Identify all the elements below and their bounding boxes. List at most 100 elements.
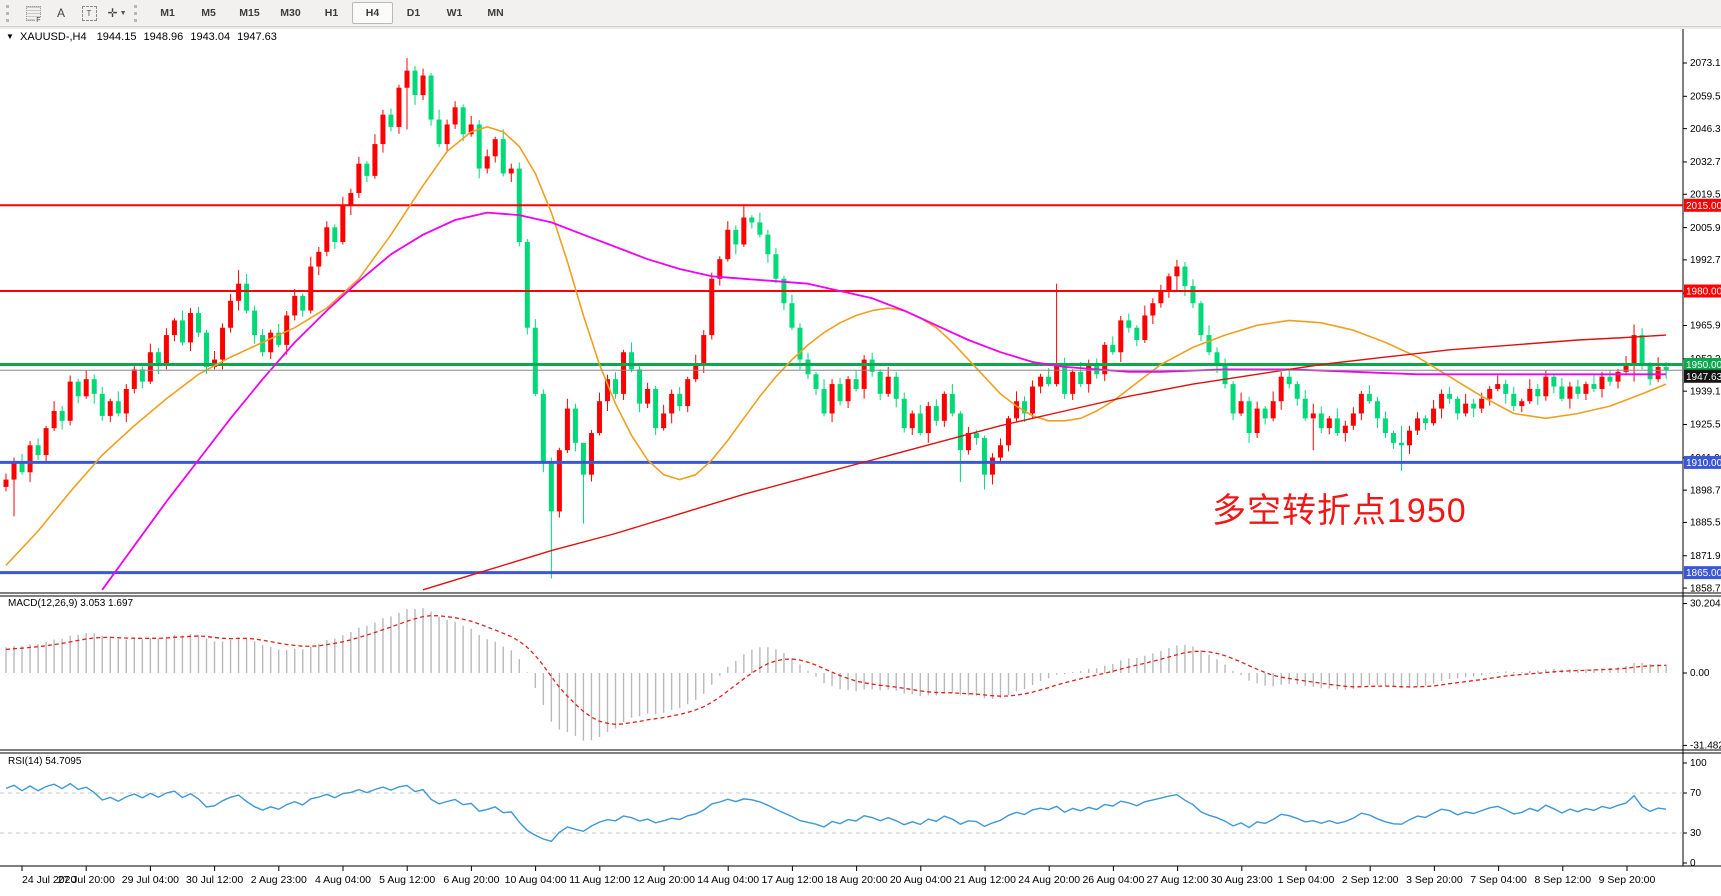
textbox-t-icon[interactable]: T	[75, 2, 103, 24]
chart-text-annotation: 多空转折点1950	[1212, 492, 1467, 530]
symbol-timeframe: XAUUSD-,H4	[19, 31, 87, 43]
price-axis[interactable]: 2073.10 2059.50 2046.30 2032.70 2019.50 2005.…	[1683, 58, 1721, 594]
grid-f-icon[interactable]: F	[19, 2, 47, 24]
timeframe-button-mn[interactable]: MN	[487, 7, 504, 19]
macd-axis[interactable]: 30.204 0.00 -31.482	[1683, 599, 1721, 752]
price-badge: 1947.63	[1686, 372, 1721, 383]
crosshair-glyph: ✛	[107, 6, 118, 20]
grid-f-icon-glyph: F	[25, 5, 41, 24]
price-badge: 1865.00	[1686, 568, 1721, 579]
time-axis-label: 10 Aug 04:00	[505, 874, 567, 886]
timeframe-button-m30[interactable]: M30	[280, 7, 301, 19]
crosshair-icon[interactable]: ✛ ▼	[103, 2, 131, 24]
price-badge: 1980.00	[1686, 287, 1721, 298]
price-tick-label: 2059.50	[1690, 92, 1721, 103]
macd-axis-label: 0.00	[1690, 668, 1710, 679]
symbol-header: ▼ XAUUSD-,H4 1944.15 1948.96 1943.04 194…	[6, 31, 277, 43]
macd-values: 3.053 1.697	[80, 598, 134, 609]
price-tick-label: 1898.70	[1690, 485, 1721, 496]
price-badge: 1910.00	[1686, 458, 1721, 469]
rsi-panel	[0, 782, 1683, 843]
macd-histogram	[5, 608, 1667, 741]
top-toolbar: F A T ✛ ▼ M1 M5 M15 M30 H1 H4 D1 W1 MN	[0, 0, 1721, 27]
time-axis-label: 18 Aug 20:00	[826, 874, 888, 886]
macd-axis-label: -31.482	[1690, 741, 1721, 752]
time-axis-label: 5 Aug 12:00	[379, 874, 435, 886]
time-axis-label: 27 Aug 12:00	[1147, 874, 1209, 886]
price-tick-label: 1885.50	[1690, 518, 1721, 529]
ohlc-close: 1947.63	[237, 31, 277, 43]
time-axis-label: 24 Jul 2020	[22, 874, 76, 886]
time-axis-label: 21 Aug 12:00	[954, 874, 1016, 886]
time-axis-label: 11 Aug 12:00	[569, 874, 630, 886]
caret-down-icon[interactable]: ▼	[119, 9, 127, 17]
price-badge: 1950.00	[1686, 360, 1721, 371]
toolbar-grip-2[interactable]	[134, 4, 141, 22]
moving-averages	[5, 126, 1667, 591]
chart-canvas[interactable]: 2073.10 2059.50 2046.30 2032.70 2019.50 2005.…	[0, 27, 1721, 896]
time-axis-label: 26 Aug 04:00	[1082, 874, 1144, 886]
price-tick-label: 1871.90	[1690, 551, 1721, 562]
price-tick-label: 1858.70	[1690, 583, 1721, 594]
macd-indicator-label: MACD(12,26,9) 3.053 1.697	[8, 598, 134, 609]
time-axis-label: 30 Aug 23:00	[1211, 874, 1273, 886]
time-axis-label: 20 Aug 04:00	[890, 874, 952, 886]
price-tick-label: 2073.10	[1690, 58, 1721, 69]
price-tick-label: 1992.70	[1690, 255, 1721, 266]
ma-slow-red	[422, 334, 1667, 591]
time-axis-label: 29 Jul 04:00	[122, 874, 179, 886]
time-axis-label: 3 Sep 20:00	[1406, 874, 1463, 886]
timeframe-button-m5[interactable]: M5	[201, 7, 216, 19]
timeframe-button-h4[interactable]: H4	[352, 2, 393, 24]
price-axis-badges: 2015.00 1980.00 1950.00 1910.00 1865.00 1947.…	[1684, 198, 1721, 580]
price-tick-label: 2032.70	[1690, 157, 1721, 168]
ma-mid-magenta	[101, 211, 1667, 591]
time-axis-label: 30 Jul 12:00	[186, 874, 243, 886]
ohlc-high: 1948.96	[143, 31, 184, 43]
time-axis-label: 2 Aug 23:00	[251, 874, 307, 886]
time-axis-label: 4 Aug 04:00	[315, 874, 371, 886]
time-axis-label: 7 Sep 04:00	[1470, 874, 1527, 886]
symbol-dropdown-icon[interactable]: ▼	[6, 32, 14, 41]
rsi-line	[5, 782, 1667, 843]
rsi-axis-label: 100	[1690, 758, 1707, 769]
time-axis-label: 27 Jul 20:00	[58, 874, 115, 886]
rsi-indicator-label: RSI(14) 54.7095	[8, 756, 82, 767]
ohlc-low: 1943.04	[190, 31, 231, 43]
time-axis-label: 2 Sep 12:00	[1342, 874, 1399, 886]
label-a-icon[interactable]: A	[47, 2, 75, 24]
ohlc-open: 1944.15	[96, 31, 137, 43]
timeframe-button-m15[interactable]: M15	[239, 7, 260, 19]
rsi-axis-label: 0	[1690, 858, 1696, 869]
label-a-glyph: A	[56, 6, 65, 20]
ma-fast-orange	[5, 126, 1667, 566]
rsi-axis-label: 30	[1690, 828, 1702, 839]
rsi-axis[interactable]: 100 70 30 0	[1683, 758, 1707, 869]
timeframe-button-h1[interactable]: H1	[324, 7, 339, 19]
price-tick-label: 2005.90	[1690, 223, 1721, 234]
price-tick-label: 2019.50	[1690, 189, 1721, 200]
macd-axis-label: 30.204	[1690, 599, 1721, 610]
timeframe-button-d1[interactable]: D1	[406, 7, 421, 19]
rsi-value: 54.7095	[45, 756, 82, 767]
time-axis-label: 24 Aug 20:00	[1018, 874, 1080, 886]
panel-borders	[0, 27, 1721, 867]
price-badge: 2015.00	[1686, 201, 1721, 212]
timeframe-button-group: M1 M5 M15 M30 H1 H4 D1 W1 MN	[147, 2, 516, 24]
time-axis-label: 9 Sep 20:00	[1599, 874, 1656, 886]
time-axis-label: 1 Sep 04:00	[1278, 874, 1335, 886]
timeframe-button-w1[interactable]: W1	[446, 7, 463, 19]
price-tick-label: 1925.50	[1690, 420, 1721, 431]
price-tick-label: 1965.90	[1690, 321, 1721, 332]
textbox-t-glyph: T	[81, 5, 97, 21]
rsi-axis-label: 70	[1690, 788, 1702, 799]
timeframe-button-m1[interactable]: M1	[160, 7, 175, 19]
candlesticks	[3, 58, 1669, 579]
time-axis-label: 17 Aug 12:00	[761, 874, 823, 886]
time-axis-label: 12 Aug 20:00	[633, 874, 695, 886]
toolbar-grip[interactable]	[6, 4, 13, 22]
price-tick-label: 1939.10	[1690, 386, 1721, 397]
price-tick-label: 2046.30	[1690, 124, 1721, 135]
